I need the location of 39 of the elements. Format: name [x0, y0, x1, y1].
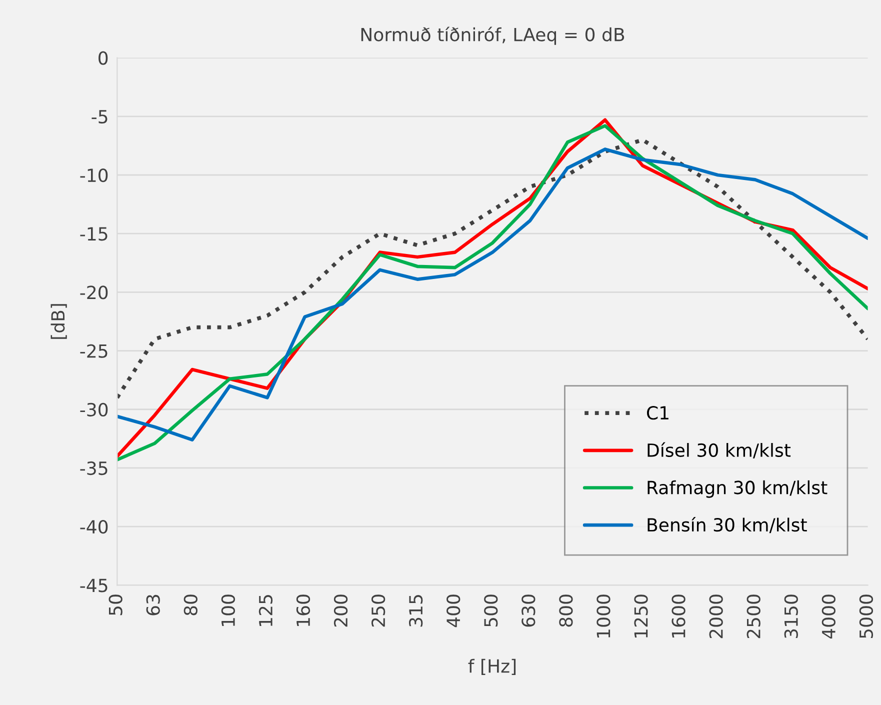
legend-label: Bensín 30 km/klst [648, 516, 807, 534]
y-tick-label: -35 [80, 461, 108, 476]
y-tick-label: -15 [80, 227, 108, 241]
legend-label: C1 [647, 406, 668, 420]
y-tick-label: -10 [80, 168, 108, 182]
y-tick-label: -40 [80, 520, 108, 534]
x-tick-label: 5000 [859, 594, 874, 638]
x-tick-label: 80 [184, 594, 198, 616]
x-tick-label: 4000 [822, 594, 836, 639]
legend-label: Rafmagn 30 km/klst [648, 480, 828, 498]
chart-title: Normuð tíðniróf, LAeq = 0 dB [361, 26, 624, 45]
x-tick-label: 315 [409, 595, 423, 627]
x-tick-label: 200 [334, 594, 348, 627]
x-tick-label: 1000 [596, 594, 610, 638]
x-tick-label: 125 [258, 595, 273, 626]
x-tick-label: 100 [221, 594, 236, 626]
x-tick-label: 3150 [784, 594, 798, 638]
legend-label: Dísel 30 km/klst [648, 442, 791, 458]
y-tick-label: 0 [98, 51, 108, 65]
x-tick-label: 630 [522, 594, 536, 627]
y-axis-title: [dB] [50, 304, 67, 339]
x-tick-label: 400 [446, 594, 460, 628]
line-series [117, 138, 868, 400]
y-tick-label: -20 [80, 286, 108, 300]
x-tick-label: 1600 [672, 594, 686, 638]
y-tick-label: -30 [80, 402, 108, 416]
x-axis-title: f [Hz] [468, 658, 516, 675]
y-tick-label: -25 [80, 344, 108, 358]
x-tick-label: 63 [146, 594, 160, 616]
y-tick-label: -45 [80, 578, 108, 592]
x-tick-label: 160 [296, 594, 310, 626]
x-tick-label: 500 [484, 594, 498, 627]
y-tick-label: -5 [92, 110, 108, 124]
x-tick-label: 2500 [746, 594, 760, 638]
x-tick-label: 2000 [709, 594, 723, 638]
x-tick-label: 1250 [634, 594, 648, 638]
x-tick-label: 800 [559, 594, 573, 627]
x-tick-label: 50 [108, 594, 122, 616]
x-tick-label: 250 [371, 594, 386, 627]
